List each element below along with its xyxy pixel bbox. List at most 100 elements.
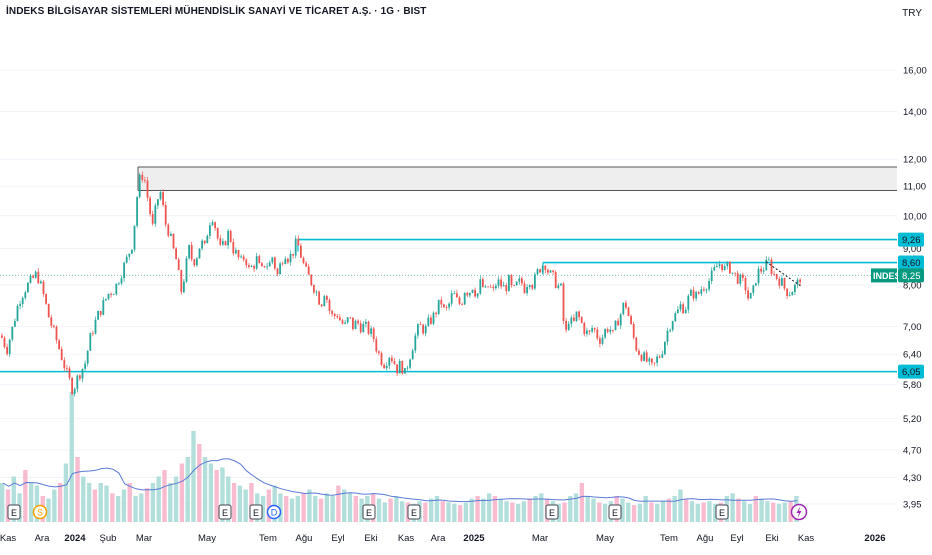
candle-body xyxy=(573,317,575,321)
candle-body xyxy=(547,269,549,273)
volume-bar xyxy=(498,498,503,522)
candle-body xyxy=(341,320,344,324)
volume-bar xyxy=(150,483,156,522)
candle-body xyxy=(118,283,120,285)
volume-bar xyxy=(57,483,63,522)
volume-bar xyxy=(220,467,225,522)
volume-bar xyxy=(75,457,80,522)
candle-body xyxy=(432,312,435,324)
volume-bar xyxy=(278,493,283,522)
candle-body xyxy=(50,317,53,326)
candle-body xyxy=(638,350,640,355)
earnings-marker-box xyxy=(545,504,559,520)
volume-bar xyxy=(330,496,335,522)
candle-body xyxy=(617,320,619,326)
split-marker-label: S xyxy=(37,508,43,518)
x-tick-label: Mar xyxy=(532,533,548,544)
volume-bar xyxy=(701,502,706,522)
volume-bar xyxy=(521,501,527,522)
candle-body xyxy=(34,271,37,278)
volume-bar xyxy=(504,501,509,522)
candle-body xyxy=(677,309,679,314)
candle-body xyxy=(107,293,110,299)
candle-body xyxy=(365,321,367,324)
candle-body xyxy=(11,326,14,340)
volume-bar xyxy=(440,501,445,522)
x-tick-label: Eyl xyxy=(331,533,344,544)
volume-bar xyxy=(660,501,666,522)
volume-bar xyxy=(0,483,5,522)
volume-bar xyxy=(191,431,196,522)
price-badge xyxy=(898,268,924,283)
candle-body xyxy=(794,284,796,293)
candle-body xyxy=(151,214,154,224)
candle-body xyxy=(235,250,237,254)
currency-label[interactable]: TRY xyxy=(902,8,922,19)
volume-bar xyxy=(156,476,161,522)
candle-body xyxy=(175,248,177,260)
volume-bar xyxy=(463,502,469,522)
volume-bar xyxy=(475,496,480,522)
candle-body xyxy=(6,346,8,354)
volume-bar xyxy=(197,444,202,522)
earnings-marker-label: E xyxy=(719,508,725,518)
volume-bar xyxy=(115,496,121,522)
candle-body xyxy=(736,273,739,284)
volume-ma-line xyxy=(2,458,798,503)
candle-body xyxy=(206,235,209,244)
candle-body xyxy=(209,225,211,236)
candle-body xyxy=(120,278,123,284)
candle-body xyxy=(102,300,105,315)
candle-body xyxy=(726,261,729,267)
candle-body xyxy=(450,293,453,304)
volume-bar xyxy=(457,505,463,522)
volume-bar xyxy=(428,498,434,522)
earnings-marker-label: E xyxy=(549,508,555,518)
volume-bar xyxy=(272,485,277,522)
trend-line xyxy=(765,261,803,288)
candle-body xyxy=(513,285,515,286)
volume-bar xyxy=(347,493,353,522)
volume-bar xyxy=(121,489,127,522)
volume-bar xyxy=(324,493,329,522)
candle-body xyxy=(211,222,214,226)
candle-body xyxy=(466,292,469,296)
candle-body xyxy=(484,286,487,288)
candle-body xyxy=(27,282,29,293)
volume-bar xyxy=(556,503,561,522)
volume-bar xyxy=(759,498,764,522)
candle-body xyxy=(695,292,697,299)
volume-bar xyxy=(266,489,272,522)
candle-body xyxy=(42,281,45,294)
candle-body xyxy=(263,265,266,267)
candle-body xyxy=(541,265,544,273)
volume-bar xyxy=(446,502,451,522)
candle-body xyxy=(63,360,66,369)
candle-body xyxy=(606,329,609,332)
candle-body xyxy=(552,270,554,272)
y-tick-label: 11,00 xyxy=(903,182,926,193)
resistance-zone xyxy=(138,167,897,191)
candle-body xyxy=(313,285,315,293)
candle-body xyxy=(58,340,60,350)
candle-body xyxy=(315,291,318,293)
candle-body xyxy=(154,205,157,224)
volume-bar xyxy=(597,502,602,522)
candle-body xyxy=(398,360,401,374)
dividend-marker: D xyxy=(266,504,282,520)
candle-body xyxy=(609,329,612,332)
candle-body xyxy=(440,299,443,305)
candle-body xyxy=(778,278,781,286)
candle-body xyxy=(105,298,107,301)
candle-body xyxy=(281,263,284,265)
x-tick-label: 2026 xyxy=(864,533,885,544)
candle-body xyxy=(664,341,666,355)
candle-body xyxy=(658,356,661,358)
candle-body xyxy=(500,279,502,287)
candle-body xyxy=(68,368,71,378)
candle-body xyxy=(703,289,705,291)
level-badge xyxy=(898,364,924,379)
candle-body xyxy=(640,354,643,361)
